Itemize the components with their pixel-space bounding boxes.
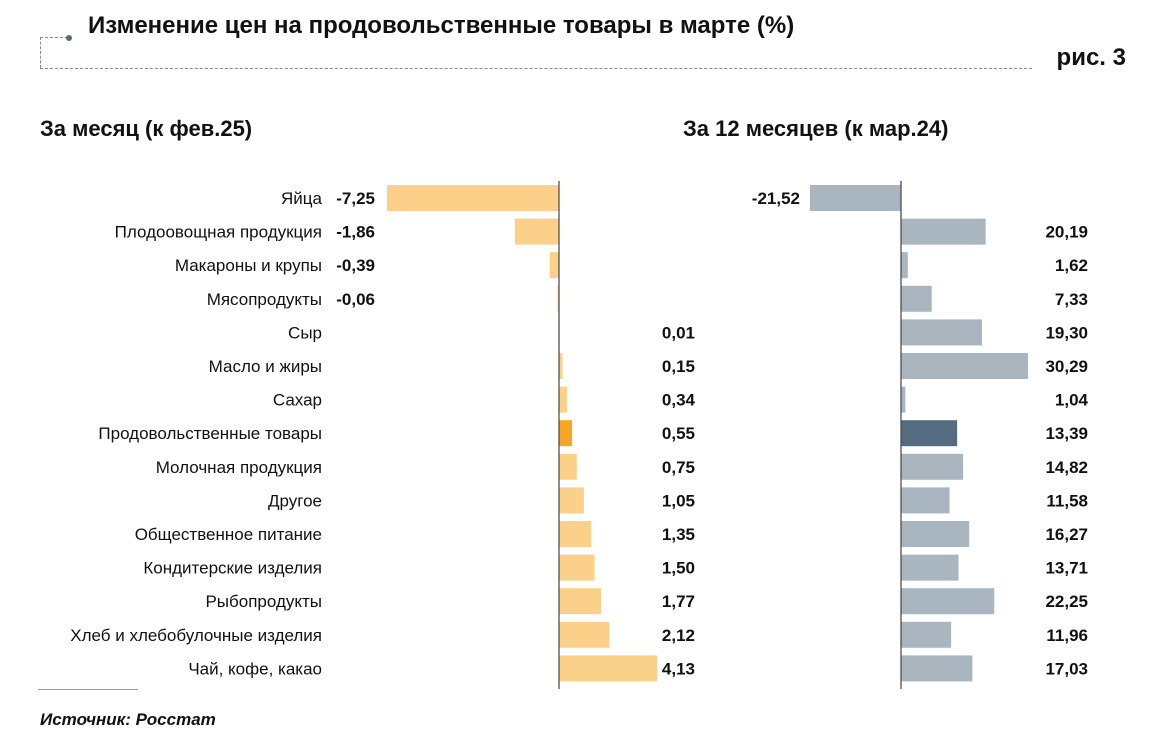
- title-decoration-line: [40, 37, 68, 38]
- annual-bar: [901, 386, 906, 413]
- annual-data-label: 17,03: [1045, 659, 1088, 678]
- monthly-data-label: 1,35: [662, 525, 695, 544]
- monthly-data-label: -0,06: [336, 290, 375, 309]
- annual-data-label: 30,29: [1045, 357, 1088, 376]
- monthly-data-label: 2,12: [662, 626, 695, 645]
- monthly-data-label: 1,77: [662, 592, 695, 611]
- annual-bar: [901, 588, 995, 615]
- category-label: Сахар: [273, 391, 322, 410]
- annual-bar: [901, 521, 970, 547]
- annual-bar: [901, 453, 964, 480]
- monthly-data-label: 1,05: [662, 491, 695, 510]
- category-label: Мясопродукты: [207, 290, 322, 309]
- annual-bar: [901, 285, 932, 312]
- annual-data-label: 11,96: [1046, 626, 1088, 645]
- annual-data-label: -21,52: [752, 189, 800, 208]
- category-label: Кондитерские изделия: [143, 559, 322, 578]
- category-label: Молочная продукция: [156, 458, 322, 477]
- category-label: Общественное питание: [135, 525, 322, 544]
- source-divider: [38, 689, 138, 690]
- annual-bar: [901, 353, 1028, 379]
- source-note: Источник: Росстат: [40, 710, 216, 729]
- title-decoration-dot: [66, 35, 72, 41]
- monthly-bar: [559, 554, 595, 581]
- monthly-panel-title: За месяц (к фев.25): [40, 116, 253, 141]
- page-title: Изменение цен на продовольственные товар…: [88, 12, 795, 39]
- monthly-bar: [559, 453, 577, 480]
- annual-bar: [901, 655, 973, 682]
- annual-data-label: 16,27: [1045, 525, 1088, 544]
- monthly-data-label: 0,15: [662, 357, 695, 376]
- monthly-bar: [387, 185, 559, 211]
- annual-data-label: 11,58: [1046, 491, 1088, 510]
- category-label: Чай, кофе, какао: [188, 659, 322, 678]
- annual-bar: [901, 420, 958, 447]
- annual-data-label: 7,33: [1055, 290, 1088, 309]
- monthly-bar: [559, 588, 601, 615]
- annual-bar: [810, 185, 901, 211]
- monthly-bar: [549, 252, 559, 279]
- title-decoration-line: [40, 37, 41, 68]
- annual-bar: [901, 319, 982, 346]
- annual-bar: [901, 554, 959, 581]
- annual-data-label: 22,25: [1045, 592, 1088, 611]
- monthly-bar: [557, 285, 559, 312]
- category-label: Рыбопродукты: [205, 592, 322, 611]
- monthly-data-label: -1,86: [336, 223, 375, 242]
- category-label: Сыр: [288, 323, 322, 342]
- annual-bar: [901, 621, 952, 648]
- title-divider: [40, 68, 1032, 69]
- monthly-data-label: 0,55: [662, 424, 695, 443]
- monthly-bar: [559, 353, 563, 379]
- monthly-bar: [559, 487, 584, 514]
- monthly-data-label: -7,25: [336, 189, 375, 208]
- monthly-data-label: 4,13: [662, 659, 695, 678]
- category-label: Яйца: [281, 189, 323, 208]
- annual-panel-title: За 12 месяцев (к мар.24): [683, 116, 949, 141]
- monthly-data-label: 0,75: [662, 458, 695, 477]
- category-label: Продовольственные товары: [98, 424, 322, 443]
- annual-data-label: 20,19: [1045, 223, 1088, 242]
- monthly-bar: [559, 621, 610, 648]
- annual-bar: [901, 252, 908, 279]
- annual-data-label: 13,39: [1045, 424, 1088, 443]
- monthly-bar: [559, 386, 568, 413]
- annual-data-label: 1,04: [1055, 391, 1089, 410]
- monthly-data-label: -0,39: [336, 256, 375, 275]
- annual-bar: [901, 487, 950, 514]
- category-label: Макароны и крупы: [175, 256, 322, 275]
- category-label: Хлеб и хлебобулочные изделия: [70, 626, 322, 645]
- annual-data-label: 13,71: [1045, 559, 1088, 578]
- monthly-bar: [559, 420, 573, 447]
- monthly-bar: [559, 521, 592, 547]
- category-label: Масло и жиры: [209, 357, 322, 376]
- monthly-data-label: 1,50: [662, 559, 695, 578]
- figure-label: рис. 3: [1056, 44, 1126, 71]
- category-label: Другое: [268, 491, 322, 510]
- monthly-data-label: 0,01: [662, 323, 695, 342]
- monthly-bar: [514, 218, 559, 245]
- annual-data-label: 14,82: [1045, 458, 1088, 477]
- category-label: Плодоовощная продукция: [115, 223, 322, 242]
- monthly-data-label: 0,34: [662, 391, 696, 410]
- annual-data-label: 19,30: [1045, 323, 1088, 342]
- monthly-bar: [559, 655, 657, 682]
- annual-data-label: 1,62: [1055, 256, 1088, 275]
- annual-bar: [901, 218, 986, 245]
